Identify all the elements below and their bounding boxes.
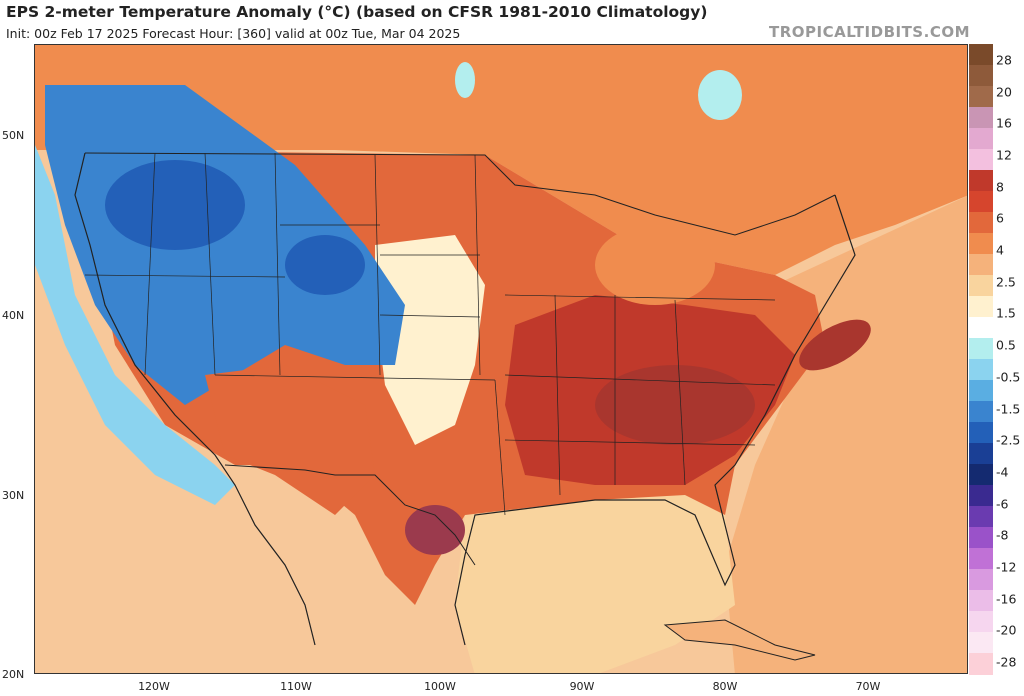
- colorbar-swatch: [969, 65, 993, 87]
- cold-pocket-wyoming: [285, 235, 365, 295]
- colorbar-swatch: [969, 653, 993, 675]
- hot-spot-southeast: [595, 365, 755, 445]
- lon-label-120w: 120W: [138, 680, 170, 693]
- colorbar-swatch: [969, 611, 993, 633]
- site-watermark: TROPICALTIDBITS.COM: [769, 23, 970, 41]
- colorbar-label: 2.5: [996, 274, 1016, 290]
- colorbar-swatch: [969, 569, 993, 591]
- colorbar-label: 8: [996, 179, 1004, 195]
- hot-spot-atlantic: [799, 319, 871, 371]
- colorbar-label: -20: [996, 622, 1017, 638]
- colorbar-swatch: [969, 170, 993, 192]
- colorbar-label: 28: [996, 52, 1012, 68]
- gulf-fill: [455, 495, 735, 673]
- colorbar-swatch: [969, 149, 993, 171]
- colorbar-label: -12: [996, 559, 1017, 575]
- colorbar-swatch: [969, 44, 993, 66]
- colorbar-swatch: [969, 590, 993, 612]
- map-panel: [34, 44, 968, 674]
- colorbar-swatch: [969, 464, 993, 486]
- colorbar-swatch: [969, 128, 993, 150]
- us-mexico-border: [224, 464, 476, 566]
- colorbar-swatch: [969, 632, 993, 654]
- hot-spot-texas: [405, 505, 465, 555]
- lat-label-50n: 50N: [2, 129, 25, 142]
- cold-west-fill: [45, 85, 405, 405]
- state-borders: [84, 152, 776, 516]
- lon-label-110w: 110W: [280, 680, 312, 693]
- colorbar-swatch: [969, 212, 993, 234]
- colorbar-swatch: [969, 359, 993, 381]
- lon-label-80w: 80W: [712, 680, 738, 693]
- colorbar-swatch: [969, 86, 993, 108]
- lake-winnipeg: [455, 62, 475, 98]
- west-coastline: [74, 152, 316, 646]
- colorbar-label: 20: [996, 84, 1012, 100]
- colorbar-label: 12: [996, 147, 1012, 163]
- chart-title: EPS 2-meter Temperature Anomaly (°C) (ba…: [6, 3, 708, 21]
- colorbar-label: 4: [996, 242, 1004, 258]
- east-coastline: [454, 194, 856, 646]
- cool-west-fill: [35, 145, 235, 505]
- colorbar-swatch: [969, 485, 993, 507]
- colorbar-swatch: [969, 317, 993, 339]
- colorbar-label: -0.5: [996, 369, 1021, 385]
- us-canada-border: [84, 152, 836, 236]
- colorbar-label: -8: [996, 527, 1009, 543]
- colorbar-swatch: [969, 275, 993, 297]
- colorbar-swatch: [969, 233, 993, 255]
- colorbar-label: -16: [996, 591, 1017, 607]
- colorbar-swatch: [969, 527, 993, 549]
- cold-pocket-idaho: [105, 160, 245, 250]
- lon-label-90w: 90W: [569, 680, 595, 693]
- colorbar-label: -4: [996, 464, 1009, 480]
- lat-label-30n: 30N: [2, 489, 25, 502]
- colorbar-label: -28: [996, 654, 1017, 670]
- colorbar-label: -2.5: [996, 432, 1021, 448]
- colorbar-label: -1.5: [996, 401, 1021, 417]
- lat-label-40n: 40N: [2, 309, 25, 322]
- colorbar-swatch: [969, 548, 993, 570]
- temperature-anomaly-map: [35, 45, 967, 673]
- colorbar-label: -6: [996, 496, 1009, 512]
- colorbar: [969, 44, 993, 675]
- lat-label-20n: 20N: [2, 668, 25, 681]
- colorbar-swatch: [969, 380, 993, 402]
- colorbar-swatch: [969, 338, 993, 360]
- colorbar-swatch: [969, 107, 993, 129]
- colorbar-swatch: [969, 296, 993, 318]
- hudson-lake: [698, 70, 742, 120]
- colorbar-swatch: [969, 443, 993, 465]
- colorbar-label: 6: [996, 210, 1004, 226]
- colorbar-swatch: [969, 254, 993, 276]
- colorbar-label: 0.5: [996, 337, 1016, 353]
- plains-neutral-fill: [375, 235, 485, 445]
- colorbar-swatch: [969, 422, 993, 444]
- cuba-outline: [663, 619, 816, 661]
- colorbar-swatch: [969, 401, 993, 423]
- chart-subtitle: Init: 00z Feb 17 2025 Forecast Hour: [36…: [6, 26, 461, 41]
- lon-label-100w: 100W: [424, 680, 456, 693]
- colorbar-label: 16: [996, 115, 1012, 131]
- great-lakes-warm: [595, 225, 715, 305]
- colorbar-label: 1.5: [996, 305, 1016, 321]
- lon-label-70w: 70W: [855, 680, 881, 693]
- colorbar-swatch: [969, 191, 993, 213]
- colorbar-swatch: [969, 506, 993, 528]
- southwest-warm-fill: [205, 365, 375, 515]
